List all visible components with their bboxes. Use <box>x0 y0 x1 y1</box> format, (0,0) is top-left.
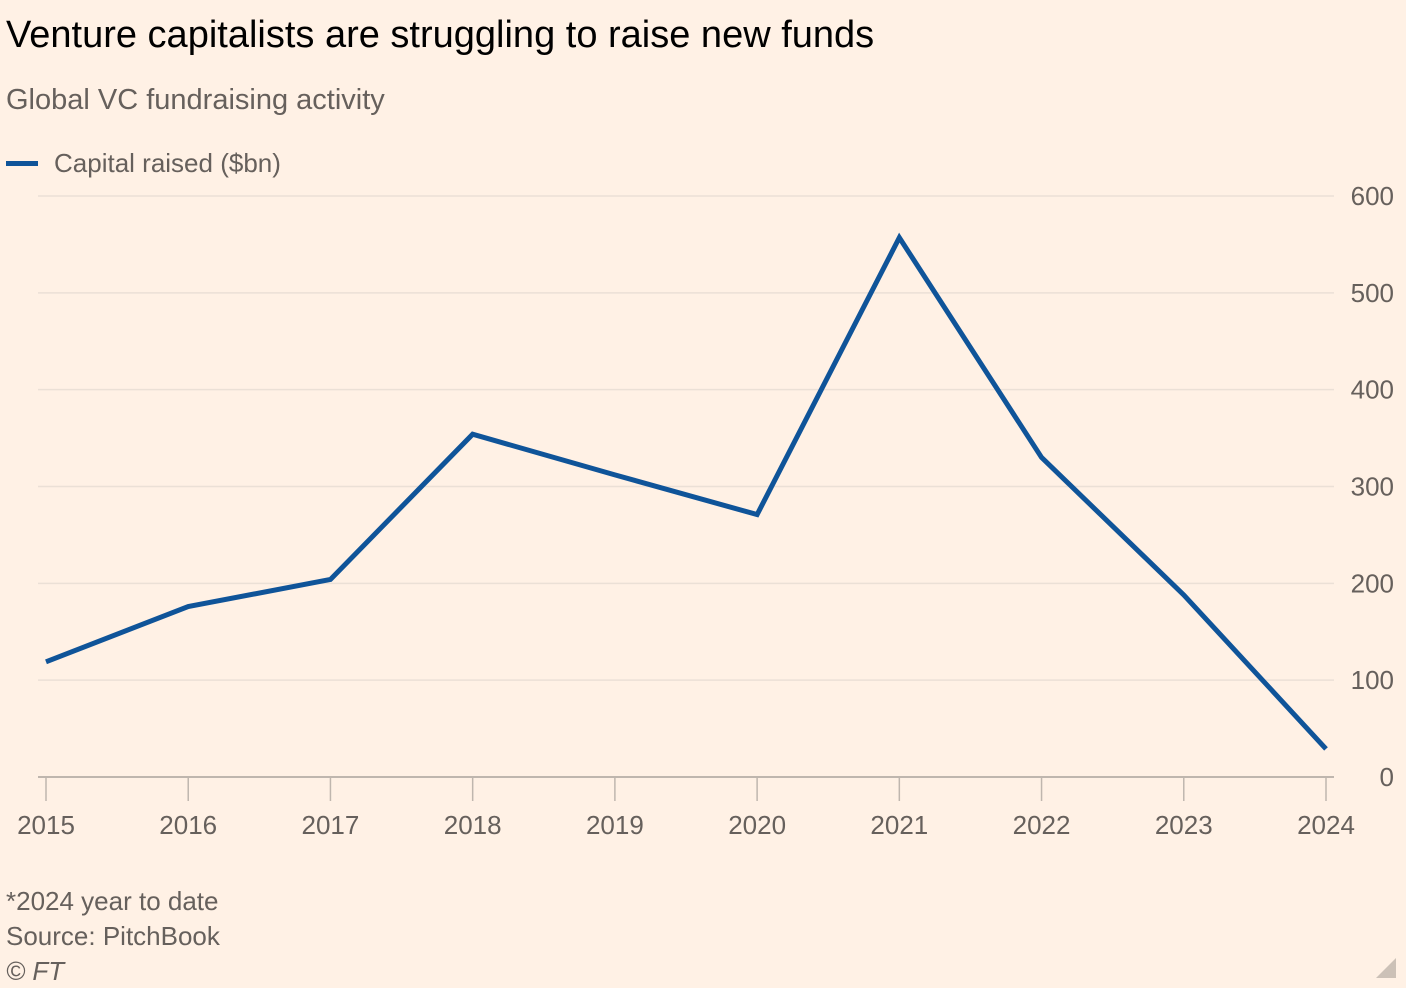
y-tick-label: 0 <box>1380 762 1394 792</box>
y-tick-label: 100 <box>1351 665 1394 695</box>
x-tick-label: 2024 <box>1297 810 1355 840</box>
y-tick-label: 400 <box>1351 375 1394 405</box>
legend-swatch <box>6 161 38 166</box>
y-tick-label: 200 <box>1351 568 1394 598</box>
footnote: *2024 year to date <box>6 886 219 916</box>
resize-handle-icon[interactable] <box>1376 958 1396 978</box>
legend-label: Capital raised ($bn) <box>54 148 281 178</box>
x-tick-label: 2018 <box>444 810 502 840</box>
y-tick-label: 300 <box>1351 472 1394 502</box>
chart-subtitle: Global VC fundraising activity <box>6 84 385 116</box>
x-tick-label: 2020 <box>728 810 786 840</box>
legend: Capital raised ($bn) <box>6 148 281 179</box>
x-tick-label: 2019 <box>586 810 644 840</box>
series-line <box>45 232 1328 751</box>
y-tick-label: 600 <box>1351 181 1394 211</box>
x-tick-label: 2021 <box>870 810 928 840</box>
x-tick-label: 2016 <box>159 810 217 840</box>
x-tick-label: 2017 <box>302 810 360 840</box>
x-tick-label: 2015 <box>17 810 75 840</box>
credit: © FT <box>6 956 65 986</box>
source: Source: PitchBook <box>6 921 220 951</box>
chart-title: Venture capitalists are struggling to ra… <box>6 14 875 56</box>
x-tick-label: 2023 <box>1155 810 1213 840</box>
x-tick-label: 2022 <box>1013 810 1071 840</box>
y-tick-label: 500 <box>1351 278 1394 308</box>
